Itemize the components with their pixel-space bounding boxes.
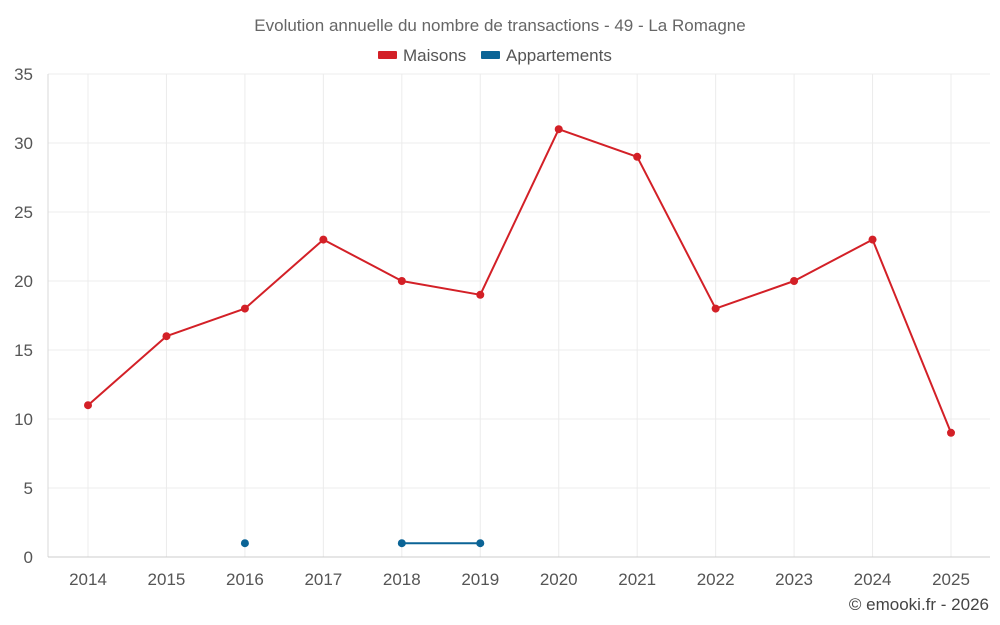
x-tick-label: 2023 (775, 570, 813, 589)
y-tick-label: 35 (14, 65, 33, 84)
legend: Maisons Appartements (378, 46, 612, 65)
data-point-appartements-2019[interactable] (476, 539, 485, 548)
y-tick-label: 20 (14, 272, 33, 291)
legend-swatch-appartements (481, 51, 500, 59)
legend-swatch-maisons (378, 51, 397, 59)
y-tick-label: 0 (24, 548, 33, 567)
data-point-maisons-2019[interactable] (476, 290, 485, 299)
series-line-maisons (87, 128, 952, 434)
legend-item-appartements[interactable]: Appartements (481, 46, 612, 65)
data-point-maisons-2021[interactable] (633, 152, 642, 161)
x-tick-label: 2019 (461, 570, 499, 589)
y-tick-labels: 0 5 10 15 20 25 30 35 (14, 65, 33, 567)
data-point-maisons-2025[interactable] (947, 428, 955, 437)
y-tick-label: 10 (14, 410, 33, 429)
x-tick-label: 2015 (148, 570, 186, 589)
series (84, 125, 955, 548)
grid (48, 73, 990, 557)
legend-label-appartements: Appartements (506, 46, 612, 65)
data-point-appartements-2016[interactable] (240, 539, 249, 548)
credit-text: © emooki.fr - 2026 (849, 595, 989, 614)
series-maisons (84, 125, 955, 437)
data-point-maisons-2023[interactable] (790, 277, 799, 285)
x-tick-label: 2018 (383, 570, 421, 589)
x-tick-label: 2025 (932, 570, 970, 589)
x-tick-label: 2024 (854, 570, 892, 589)
x-tick-label: 2017 (304, 570, 342, 589)
data-point-maisons-2015[interactable] (162, 332, 171, 341)
data-point-maisons-2014[interactable] (84, 401, 92, 410)
legend-label-maisons: Maisons (403, 46, 466, 65)
series-appartements (240, 539, 485, 548)
x-tick-label: 2020 (540, 570, 578, 589)
y-tick-label: 25 (14, 203, 33, 222)
data-point-maisons-2020[interactable] (554, 125, 563, 134)
legend-item-maisons[interactable]: Maisons (378, 46, 466, 65)
x-tick-label: 2016 (226, 570, 264, 589)
data-point-maisons-2022[interactable] (711, 304, 720, 313)
data-point-maisons-2017[interactable] (319, 235, 328, 244)
x-tick-label: 2021 (618, 570, 656, 589)
axes (47, 74, 990, 558)
y-tick-label: 30 (14, 134, 33, 153)
y-tick-label: 15 (14, 341, 33, 360)
data-point-maisons-2024[interactable] (868, 235, 877, 244)
y-tick-label: 5 (24, 479, 33, 498)
x-tick-label: 2014 (69, 570, 107, 589)
data-point-maisons-2016[interactable] (240, 304, 249, 313)
x-tick-labels: 2014 2015 2016 2017 2018 2019 2020 2021 2022 2023… (69, 570, 970, 589)
data-point-maisons-2018[interactable] (397, 277, 406, 285)
x-tick-label: 2022 (697, 570, 735, 589)
data-point-appartements-2018[interactable] (397, 539, 406, 548)
chart-title: Evolution annuelle du nombre de transact… (254, 16, 745, 35)
